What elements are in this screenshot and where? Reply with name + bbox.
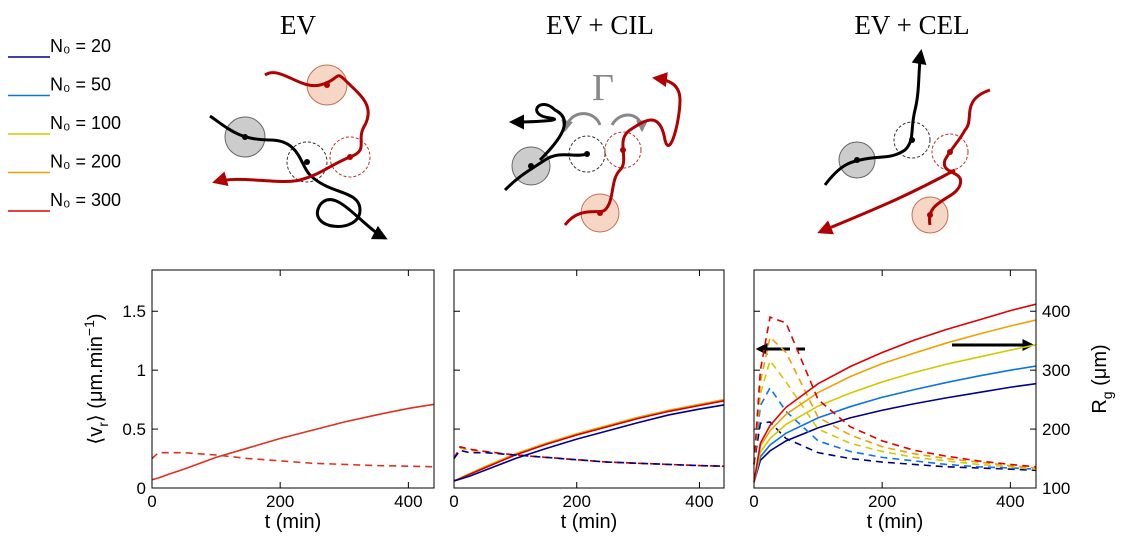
y2-axis-label: Rg (μm) — [1089, 344, 1115, 413]
illustration-cel — [820, 49, 991, 233]
plot-frame — [151, 269, 435, 489]
y-tick-label: 0.5 — [122, 420, 146, 439]
y-tick-label: 1 — [137, 361, 146, 380]
solid-line — [753, 303, 1037, 483]
x-tick-label: 400 — [685, 492, 713, 511]
illustration-title: EV + CEL — [854, 10, 969, 40]
dashed-line — [753, 421, 1037, 472]
dashed-line — [753, 316, 1037, 468]
y-axis-label-part: −1 — [81, 320, 97, 336]
x-tick-label: 0 — [449, 492, 458, 511]
x-tick-label: 200 — [266, 492, 294, 511]
solid-line — [753, 365, 1037, 483]
y2-axis-label-part: g — [1099, 391, 1115, 399]
legend-label: N₀ = 20 — [50, 36, 111, 56]
y2-axis-label-part: (μm) — [1089, 344, 1111, 391]
legend-label: N₀ = 100 — [50, 113, 121, 133]
y2-axis-label-part: R — [1089, 399, 1111, 413]
dashed-line — [753, 335, 1037, 469]
x-tick-label: 400 — [394, 492, 422, 511]
y-axis-label-part: r — [95, 422, 111, 427]
dashed-line — [151, 451, 435, 468]
dashed-line — [453, 445, 725, 467]
solid-line — [753, 382, 1037, 483]
plot-frame — [453, 269, 725, 489]
solid-line — [453, 404, 725, 482]
illustration-title: EV + CIL — [546, 10, 654, 40]
y-tick-label: 0 — [137, 479, 146, 498]
x-tick-label: 200 — [868, 492, 896, 511]
y2-tick-label: 300 — [1042, 361, 1070, 380]
x-axis-label: t (min) — [265, 511, 322, 533]
y-tick-label: 1.5 — [122, 302, 146, 321]
x-tick-label: 400 — [996, 492, 1024, 511]
y2-tick-label: 100 — [1042, 479, 1070, 498]
x-axis-label: t (min) — [867, 511, 924, 533]
dashed-line — [453, 449, 725, 467]
y-axis-label-part: ) — [85, 313, 107, 320]
x-tick-label: 0 — [749, 492, 758, 511]
solid-line — [453, 400, 725, 482]
x-tick-label: 200 — [563, 492, 591, 511]
legend-label: N₀ = 300 — [50, 190, 121, 210]
legend-label: N₀ = 50 — [50, 75, 111, 95]
solid-line — [753, 319, 1037, 483]
illustration-title: EV — [280, 10, 316, 40]
plot-frame — [753, 269, 1037, 489]
x-tick-label: 0 — [147, 492, 156, 511]
gamma-label: Γ — [592, 67, 614, 109]
solid-line — [753, 344, 1037, 483]
dashed-line — [753, 358, 1037, 470]
y2-tick-label: 200 — [1042, 420, 1070, 439]
y-axis-label-part: ⟩ (μm.min — [85, 336, 107, 422]
dashed-line — [753, 386, 1037, 470]
x-axis-label: t (min) — [561, 511, 618, 533]
legend-label: N₀ = 200 — [50, 152, 121, 172]
illustration-cil: Γ — [505, 67, 682, 233]
y2-tick-label: 400 — [1042, 302, 1070, 321]
solid-line — [151, 403, 435, 481]
y-axis-label: ⟨vr⟩ (μm.min−1) — [81, 313, 111, 444]
illustration-ev — [209, 64, 388, 240]
y-axis-label-part: ⟨v — [85, 427, 107, 445]
